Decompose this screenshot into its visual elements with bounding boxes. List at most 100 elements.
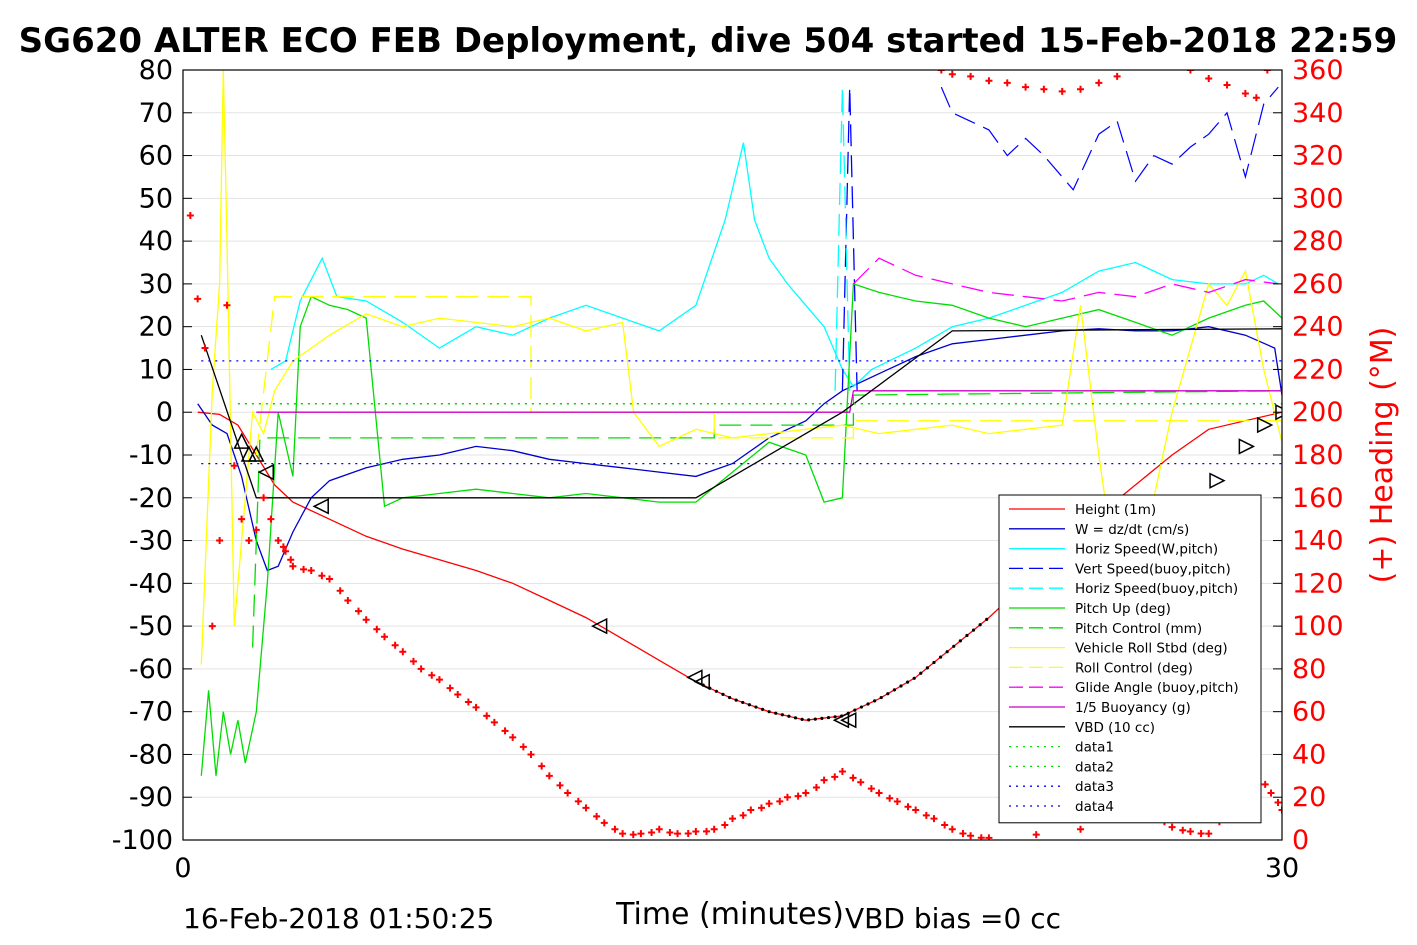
heading-point bbox=[1003, 79, 1011, 87]
heading-point bbox=[1274, 799, 1282, 806]
sample-dot bbox=[760, 707, 765, 711]
y2-tick-label: 120 bbox=[1292, 568, 1344, 599]
sample-dot bbox=[859, 705, 864, 709]
y2-tick-label: 200 bbox=[1292, 397, 1344, 428]
heading-point bbox=[472, 703, 480, 711]
legend-entry: 1/5 Buoyancy (g) bbox=[1075, 700, 1191, 716]
heading-point bbox=[820, 776, 828, 784]
heading-point bbox=[747, 806, 755, 814]
sample-dot bbox=[820, 716, 824, 720]
footer-timestamp: 16-Feb-2018 01:50:25 bbox=[183, 902, 494, 935]
heading-point bbox=[574, 797, 582, 805]
heading-point bbox=[1197, 830, 1205, 838]
heading-point bbox=[289, 562, 297, 570]
heading-point bbox=[937, 70, 945, 74]
y-tick-label: 40 bbox=[139, 226, 173, 257]
heading-point bbox=[593, 812, 601, 820]
heading-point bbox=[893, 798, 901, 805]
heading-point bbox=[1058, 87, 1066, 95]
heading-point bbox=[1032, 831, 1040, 839]
heading-point bbox=[545, 772, 553, 780]
heading-point bbox=[794, 792, 802, 800]
heading-point bbox=[582, 804, 590, 812]
heading-point bbox=[812, 784, 820, 792]
heading-point bbox=[208, 622, 216, 630]
y2-tick-label: 220 bbox=[1292, 354, 1344, 385]
y-tick-label: -80 bbox=[129, 739, 173, 770]
series-group bbox=[197, 70, 1282, 776]
sample-dot bbox=[906, 680, 910, 684]
heading-point bbox=[1261, 780, 1269, 788]
heading-point bbox=[391, 641, 399, 649]
heading-point bbox=[1179, 826, 1187, 834]
sample-dot bbox=[866, 702, 870, 706]
x-axis-label: Time (minutes) bbox=[615, 897, 844, 932]
heading-point bbox=[1077, 85, 1085, 93]
heading-point bbox=[279, 543, 287, 551]
sample-dot bbox=[971, 628, 976, 632]
sample-dot bbox=[886, 692, 890, 696]
sample-dot bbox=[767, 710, 771, 714]
heading-point bbox=[409, 657, 417, 665]
heading-point bbox=[1241, 90, 1249, 98]
sample-dot bbox=[787, 714, 791, 718]
heading-point bbox=[307, 567, 315, 574]
heading-point bbox=[637, 830, 645, 838]
vert-speed-top-line bbox=[940, 86, 1279, 191]
heading-point bbox=[977, 834, 985, 840]
heading-point bbox=[648, 828, 656, 836]
heading-point bbox=[692, 827, 700, 835]
sample-dot bbox=[985, 617, 989, 621]
heading-point bbox=[739, 811, 747, 819]
heading-point bbox=[967, 72, 975, 80]
heading-point bbox=[490, 718, 498, 726]
heading-point bbox=[1205, 75, 1213, 83]
heading-point bbox=[783, 793, 791, 801]
heading-point bbox=[838, 768, 846, 776]
heading-point bbox=[501, 727, 509, 735]
sample-dot bbox=[952, 644, 956, 648]
y2-tick-label: 20 bbox=[1292, 782, 1326, 813]
heading-point bbox=[509, 733, 517, 741]
sample-dot bbox=[945, 650, 949, 654]
series-line bbox=[270, 142, 1279, 388]
heading-point bbox=[245, 537, 253, 545]
heading-point bbox=[344, 596, 352, 604]
legend-entry: Horiz Speed(W,pitch) bbox=[1075, 542, 1218, 558]
heading-point bbox=[985, 77, 993, 85]
series-line bbox=[834, 87, 851, 391]
legend-entry: data2 bbox=[1075, 759, 1114, 775]
sample-dot bbox=[813, 717, 817, 721]
legend-entry: data3 bbox=[1075, 779, 1114, 795]
heading-point bbox=[948, 70, 956, 78]
triangle-marker bbox=[233, 432, 250, 449]
y2-tick-label: 340 bbox=[1292, 98, 1344, 129]
heading-point bbox=[564, 789, 572, 797]
y2-tick-label: 40 bbox=[1292, 739, 1326, 770]
heading-point bbox=[757, 804, 765, 812]
x-axis-ticks: 0 30 bbox=[174, 831, 1299, 884]
heading-point bbox=[238, 515, 246, 523]
heading-point bbox=[619, 830, 627, 838]
heading-point bbox=[274, 537, 282, 545]
heading-point bbox=[1113, 72, 1121, 80]
heading-point bbox=[230, 462, 238, 470]
heading-point bbox=[886, 794, 894, 802]
sample-dot bbox=[932, 660, 936, 665]
y2-tick-label: 280 bbox=[1292, 226, 1344, 257]
heading-point bbox=[380, 633, 388, 641]
heading-point bbox=[948, 825, 956, 833]
heading-point bbox=[216, 537, 224, 545]
heading-point bbox=[600, 819, 608, 827]
heading-point bbox=[703, 827, 711, 835]
heading-point bbox=[1252, 94, 1260, 102]
triangle-marker bbox=[1238, 438, 1256, 455]
heading-point bbox=[941, 821, 949, 829]
sample-dot bbox=[892, 688, 897, 692]
y-tick-label: -50 bbox=[129, 611, 173, 642]
heading-point bbox=[260, 494, 268, 502]
legend-entry: Roll Control (deg) bbox=[1075, 660, 1193, 676]
heading-point bbox=[428, 671, 436, 679]
heading-point bbox=[373, 625, 381, 633]
